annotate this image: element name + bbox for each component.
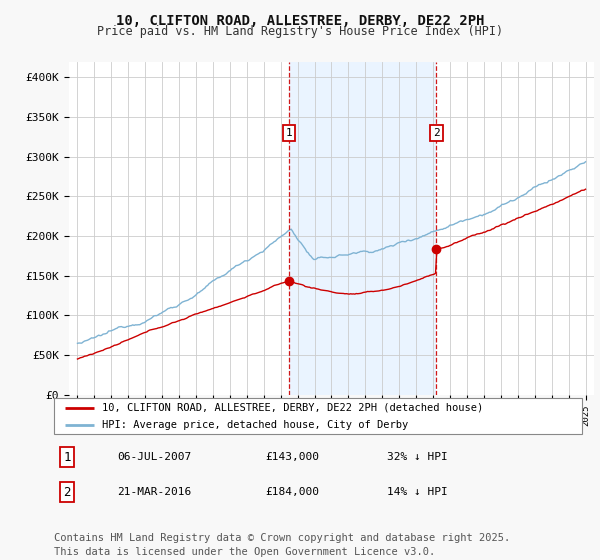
Text: 10, CLIFTON ROAD, ALLESTREE, DERBY, DE22 2PH: 10, CLIFTON ROAD, ALLESTREE, DERBY, DE22… (116, 14, 484, 28)
Text: 32% ↓ HPI: 32% ↓ HPI (386, 452, 448, 462)
Text: 21-MAR-2016: 21-MAR-2016 (118, 487, 191, 497)
Text: 06-JUL-2007: 06-JUL-2007 (118, 452, 191, 462)
Text: 10, CLIFTON ROAD, ALLESTREE, DERBY, DE22 2PH (detached house): 10, CLIFTON ROAD, ALLESTREE, DERBY, DE22… (101, 403, 483, 413)
Text: Price paid vs. HM Land Registry's House Price Index (HPI): Price paid vs. HM Land Registry's House … (97, 25, 503, 38)
Text: 1: 1 (64, 451, 71, 464)
Text: 1: 1 (286, 128, 293, 138)
Text: 2: 2 (64, 486, 71, 498)
Text: 2: 2 (433, 128, 440, 138)
Text: Contains HM Land Registry data © Crown copyright and database right 2025.
This d: Contains HM Land Registry data © Crown c… (54, 533, 510, 557)
Text: £143,000: £143,000 (265, 452, 319, 462)
Text: HPI: Average price, detached house, City of Derby: HPI: Average price, detached house, City… (101, 420, 408, 430)
Bar (289, 62, 436, 395)
Text: £184,000: £184,000 (265, 487, 319, 497)
Text: 14% ↓ HPI: 14% ↓ HPI (386, 487, 448, 497)
